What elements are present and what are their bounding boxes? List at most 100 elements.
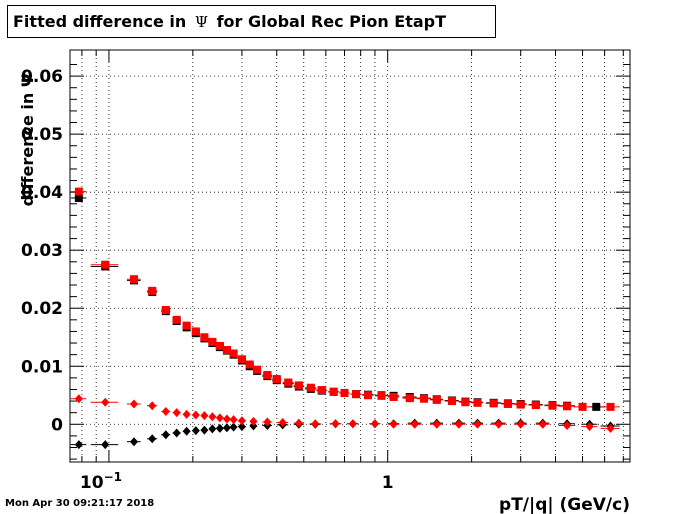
data-point-diamond [410,419,419,429]
grid-lines [70,50,630,462]
data-point-square [222,346,231,355]
chart-title: Fitted difference in Ψ for Global Rec Pi… [13,12,446,31]
data-point-diamond [208,424,217,434]
data-point-square [352,390,361,399]
data-point-diamond [222,423,231,433]
data-point-square [284,378,293,387]
data-point-diamond [249,416,258,426]
data-point-diamond [172,428,181,438]
x-axis-label: pT/|q| (GeV/c) [499,495,630,514]
x-tick-label-exponent: −1 [104,470,122,484]
data-point-diamond [129,399,138,409]
x-tick-label: 1 [382,473,394,493]
data-point-square [272,375,281,384]
data-point-square [229,349,238,358]
data-point-square [191,327,200,336]
data-point-square [340,388,349,397]
data-point-square [253,365,262,374]
chart-title-suffix: for Global Rec Pion EtapT [216,12,447,31]
data-point-square [473,398,482,407]
data-point-square [245,360,254,369]
series-2 [70,187,620,411]
data-point-square [447,397,456,406]
y-axis-label: difference in Ψ [18,74,37,207]
data-point-square [263,370,272,379]
data-point-diamond [473,419,482,429]
data-point-diamond [200,411,209,421]
data-point-diamond [182,426,191,436]
data-point-square [182,321,191,330]
data-point-diamond [454,419,463,429]
psi-symbol: Ψ [194,13,208,31]
x-tick-label: 10−1 [80,470,122,493]
data-point-diamond [200,425,209,435]
data-point-diamond [74,394,83,404]
data-point-diamond [278,418,287,428]
data-point-diamond [191,426,200,436]
data-point-square [516,400,525,409]
data-point-diamond [563,420,572,430]
data-point-diamond [311,419,320,429]
y-tick-label: 0 [51,415,63,435]
data-point-diamond [585,422,594,432]
data-point-diamond [74,440,83,450]
data-point-square [503,399,512,408]
data-point-diamond [129,437,138,447]
data-point-square [200,333,209,342]
tick-labels: 0 0.01 0.02 0.03 0.04 0.05 0.06 10−1 1 [21,67,394,493]
data-point-square [461,398,470,407]
data-point-square [548,401,557,410]
axis-ticks [70,50,630,462]
data-point-diamond [101,440,110,450]
data-point-square [531,401,540,410]
plot-frame [69,49,631,463]
data-point-diamond [516,419,525,429]
data-point-diamond [237,416,246,426]
data-point-square [148,286,157,295]
data-series [70,187,620,450]
data-point-square [377,391,386,400]
timestamp: Mon Apr 30 09:21:17 2018 [5,498,155,509]
data-point-diamond [389,419,398,429]
data-point-square [405,394,414,403]
data-point-diamond [249,421,258,431]
data-point-square [172,315,181,324]
data-point-diamond [101,397,110,407]
data-point-square [389,393,398,402]
data-point-square [294,381,303,390]
data-point-diamond [215,413,224,423]
data-point-square [101,260,110,269]
data-point-square [432,395,441,404]
data-point-square [215,341,224,350]
data-point-square [74,193,83,202]
data-point-square [420,394,429,403]
data-point-diamond [229,415,238,425]
data-point-diamond [182,409,191,419]
data-point-square [592,402,601,411]
data-point-square [161,305,170,314]
data-point-diamond [148,401,157,411]
y-tick-label: 0.06 [21,67,63,87]
y-tick-label: 0.02 [21,299,63,319]
data-point-diamond [331,419,340,429]
y-tick-label: 0.01 [21,357,63,377]
data-point-diamond [494,419,503,429]
data-point-diamond [229,422,238,432]
data-point-square [237,355,246,364]
data-point-square [306,383,315,392]
series-3 [70,418,620,450]
data-point-diamond [237,422,246,432]
data-point-diamond [161,430,170,440]
data-point-diamond [222,414,231,424]
data-point-diamond [432,419,441,429]
data-point-diamond [263,417,272,427]
data-point-diamond [348,419,357,429]
y-tick-label: 0.05 [21,125,63,145]
chart-title-box: Fitted difference in Ψ for Global Rec Pi… [7,5,496,38]
data-point-square [129,275,138,284]
y-tick-label: 0.03 [21,241,63,261]
data-point-square [578,402,587,411]
series-4 [70,394,620,433]
data-point-square [563,402,572,411]
data-point-diamond [538,419,547,429]
